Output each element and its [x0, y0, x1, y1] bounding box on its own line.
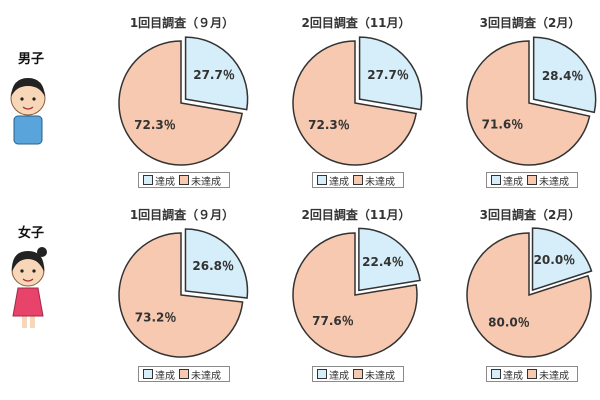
legend-label-achieved: 達成: [329, 176, 349, 188]
pie-chart-girls-3: 20.0％ 80.0％: [466, 227, 593, 358]
pie-slice-not-achieved: [118, 40, 243, 166]
girl-figure: [11, 247, 47, 328]
pie-data-label: 27.7％: [367, 68, 409, 82]
row-label-boys: 男子: [18, 52, 45, 67]
legend-label-not-achieved: 未達成: [539, 370, 569, 382]
legend-boys-2: 達成 未達成: [312, 172, 404, 188]
legend-swatch-achieved: [143, 175, 153, 185]
chart-title-girls-2: 2回目調査（11月）: [301, 208, 411, 222]
girl-legs: [22, 314, 27, 328]
legend-swatch-not-achieved: [353, 369, 363, 379]
pie-chart-boys-3: 28.4％ 71.6％: [466, 36, 597, 166]
legend-girls-1: 達成 未達成: [138, 366, 230, 382]
chart-title-girls-3: 3回目調査（2月）: [479, 208, 581, 222]
chart-title-girls-1: 1回目調査（９月）: [129, 208, 235, 222]
pie-data-label: 72.3％: [134, 118, 176, 132]
pie-data-label: 27.7％: [193, 68, 235, 82]
pie-slice-not-achieved: [292, 232, 418, 358]
chart-title-boys-2: 2回目調査（11月）: [301, 16, 411, 30]
pie-chart-boys-1: 27.7％ 72.3％: [118, 36, 249, 166]
legend-label-achieved: 達成: [329, 370, 349, 382]
legend-swatch-not-achieved: [527, 369, 537, 379]
boy-body: [13, 115, 43, 145]
pie-slice-achieved: [531, 227, 593, 292]
legend-swatch-achieved: [143, 369, 153, 379]
legend-boys-1: 達成 未達成: [138, 172, 230, 188]
pie-slice-achieved: [358, 227, 421, 292]
legend-swatch-achieved: [491, 369, 501, 379]
pie-slice-not-achieved: [292, 40, 417, 166]
pie-data-label: 26.8％: [192, 259, 234, 273]
legend-swatch-achieved: [317, 175, 327, 185]
pie-slice-not-achieved: [466, 232, 592, 358]
legend-girls-2: 達成 未達成: [312, 366, 404, 382]
pie-data-label: 20.0％: [534, 253, 576, 267]
legend-label-achieved: 達成: [155, 370, 175, 382]
legend-swatch-not-achieved: [353, 175, 363, 185]
pie-slice-achieved: [532, 36, 597, 114]
pie-slice-not-achieved: [118, 232, 244, 358]
pie-slice-not-achieved: [466, 40, 591, 166]
pie-data-label: 71.6％: [482, 117, 524, 131]
pie-data-label: 73.2％: [135, 311, 177, 325]
legend-label-not-achieved: 未達成: [539, 176, 569, 188]
legend-label-not-achieved: 未達成: [191, 176, 221, 188]
row-label-girls: 女子: [18, 226, 45, 241]
pie-slice-achieved: [358, 36, 423, 111]
pie-data-label: 72.3％: [308, 118, 350, 132]
legend-label-not-achieved: 未達成: [191, 370, 221, 382]
legend-swatch-achieved: [491, 175, 501, 185]
chart-title-boys-1: 1回目調査（９月）: [129, 16, 235, 30]
legend-girls-3: 達成 未達成: [486, 366, 578, 382]
boy-figure: [10, 78, 46, 145]
legend-label-achieved: 達成: [155, 176, 175, 188]
legend-swatch-achieved: [317, 369, 327, 379]
pie-slice-achieved: [184, 228, 249, 299]
legend-label-achieved: 達成: [503, 370, 523, 382]
pie-data-label: 80.0％: [488, 316, 530, 330]
legend-swatch-not-achieved: [179, 175, 189, 185]
pie-chart-boys-2: 27.7％ 72.3％: [292, 36, 423, 166]
legend-swatch-not-achieved: [527, 175, 537, 185]
girl-hair: [11, 251, 45, 272]
legend-boys-3: 達成 未達成: [486, 172, 578, 188]
pie-data-label: 77.6％: [312, 314, 354, 328]
legend-label-not-achieved: 未達成: [365, 370, 395, 382]
girl-dress: [12, 287, 44, 317]
legend-label-achieved: 達成: [503, 176, 523, 188]
pie-slice-achieved: [184, 36, 249, 111]
pie-data-label: 28.4％: [542, 69, 584, 83]
pie-chart-girls-2: 22.4％ 77.6％: [292, 227, 421, 358]
boy-hair: [11, 78, 45, 97]
legend-label-not-achieved: 未達成: [365, 176, 395, 188]
chart-title-boys-3: 3回目調査（2月）: [479, 16, 581, 30]
legend-swatch-not-achieved: [179, 369, 189, 379]
pie-data-label: 22.4％: [362, 255, 404, 269]
pie-chart-girls-1: 26.8％ 73.2％: [118, 228, 249, 358]
